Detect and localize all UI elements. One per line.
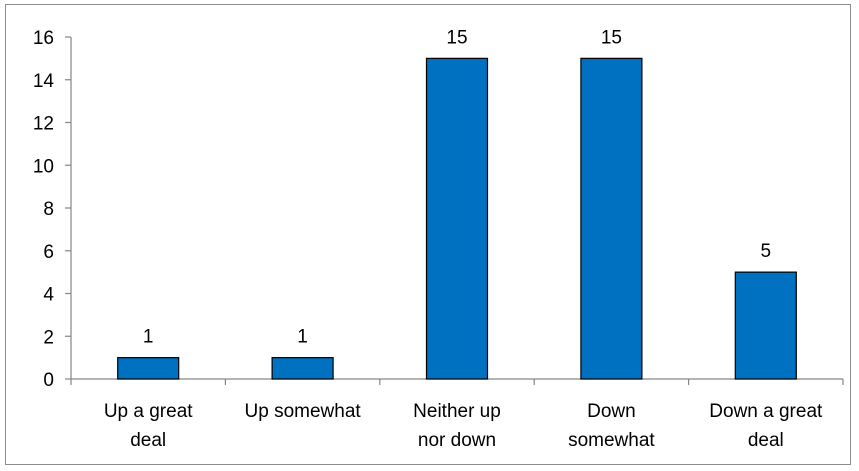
y-tick-label: 16 [33, 28, 54, 49]
x-tick-label: Down somewhat [568, 401, 655, 451]
y-tick-label: 12 [33, 114, 54, 135]
bar [580, 57, 643, 380]
bar [425, 57, 489, 380]
y-tick-label: 2 [43, 327, 54, 348]
data-label: 15 [601, 27, 622, 48]
y-axis: 0 2 4 6 8 10 12 14 16 [33, 28, 72, 391]
data-label: 15 [446, 27, 467, 48]
x-axis [70, 378, 844, 385]
data-labels: 1 1 15 15 5 [143, 27, 771, 347]
data-label: 1 [297, 327, 308, 348]
bars [117, 57, 797, 380]
y-tick-label: 10 [33, 156, 54, 177]
y-tick-label: 14 [33, 71, 55, 92]
y-tick-label: 6 [43, 242, 54, 263]
data-label: 1 [143, 327, 154, 348]
x-tick-label: Down a great deal [709, 401, 823, 451]
bar [271, 357, 334, 380]
bar [117, 357, 180, 380]
x-tick-label: Neither up nor down [413, 401, 501, 451]
y-tick-label: 8 [43, 199, 54, 220]
category-labels: Up a great deal Up somewhat Neither up nor d… [104, 401, 823, 451]
data-label: 5 [761, 241, 772, 262]
y-tick-label: 4 [43, 285, 54, 306]
x-tick-label: Up a great deal [104, 401, 193, 451]
bar [734, 271, 797, 380]
x-tick-label: Up somewhat [245, 401, 362, 422]
y-tick-label: 0 [43, 370, 54, 391]
